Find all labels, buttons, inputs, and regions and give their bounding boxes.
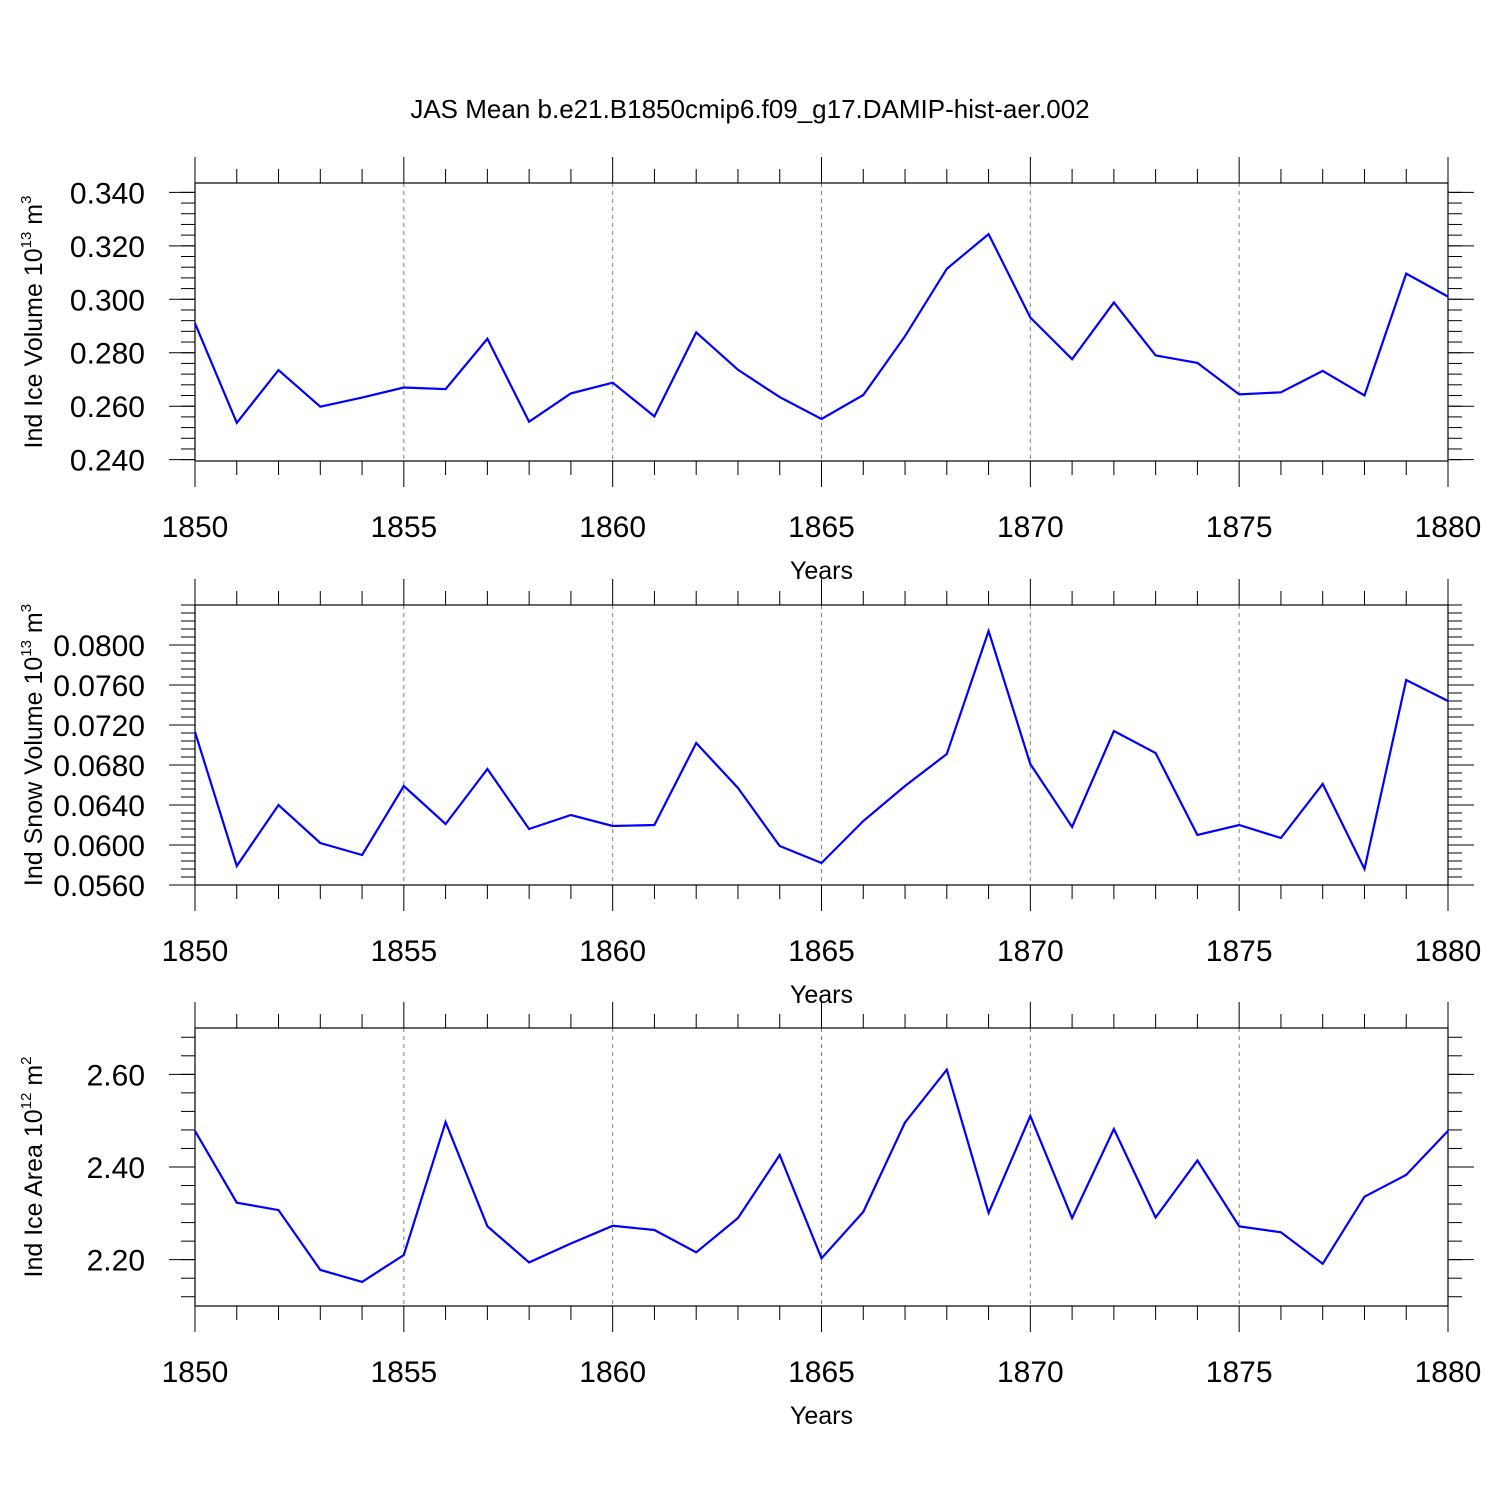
snow-volume-y-tick-label: 0.0800	[53, 630, 145, 663]
snow-volume-x-tick-label: 1880	[1415, 935, 1482, 968]
ice-area-x-tick-label: 1855	[370, 1356, 437, 1389]
ice-volume-x-tick-label: 1860	[579, 511, 646, 544]
snow-volume-x-tick-label: 1865	[788, 935, 855, 968]
ice-volume-y-tick-label: 0.240	[70, 445, 145, 478]
ice-volume-x-tick-label: 1850	[162, 511, 229, 544]
ice-volume-x-tick-label: 1870	[997, 511, 1064, 544]
ice-volume-x-tick-label: 1880	[1415, 511, 1482, 544]
snow-volume-y-tick-label: 0.0720	[53, 710, 145, 743]
ice-area-y-tick-label: 2.20	[87, 1245, 145, 1278]
snow-volume-x-tick-label: 1860	[579, 935, 646, 968]
snow-volume-y-tick-label: 0.0680	[53, 750, 145, 783]
snow-volume-y-tick-label: 0.0760	[53, 670, 145, 703]
ice-volume-y-axis-exponent: 13	[18, 232, 35, 249]
ice-volume-series-line	[193, 232, 1449, 425]
ice-area-y-axis-unit-exponent: 2	[18, 1057, 35, 1065]
ice-volume-y-tick-label: 0.320	[70, 231, 145, 264]
snow-volume-x-tick-label: 1870	[997, 935, 1064, 968]
snow-volume-y-axis-title: Ind Snow Volume 1013 m3	[18, 604, 48, 886]
ice-volume-y-tick-label: 0.260	[70, 391, 145, 424]
snow-volume-series-line	[193, 627, 1449, 873]
ice-volume-y-axis-title: Ind Ice Volume 1013 m3	[18, 196, 48, 449]
snow-volume-y-tick-label: 0.0640	[53, 790, 145, 823]
ice-volume-x-tick-label: 1865	[788, 511, 855, 544]
ice-volume-y-axis-unit: m	[20, 204, 48, 232]
snow-volume-y-axis-unit-exponent: 3	[18, 604, 35, 612]
snow-volume-y-axis-title-text: Ind Snow Volume 10	[20, 657, 48, 886]
ice-volume-y-axis-title-text: Ind Ice Volume 10	[20, 248, 48, 448]
snow-volume-y-tick-label: 0.0560	[53, 870, 145, 903]
snow-volume-x-tick-label: 1875	[1206, 935, 1273, 968]
ice-volume-y-tick-label: 0.280	[70, 338, 145, 371]
ice-area-x-tick-label: 1870	[997, 1356, 1064, 1389]
ice-area-x-tick-label: 1860	[579, 1356, 646, 1389]
snow-volume-x-tick-label: 1850	[162, 935, 229, 968]
ice-area-x-axis-title: Years	[790, 1402, 853, 1430]
snow-volume-x-tick-label: 1855	[370, 935, 437, 968]
ice-area-y-axis-unit: m	[20, 1065, 48, 1093]
ice-area-x-tick-label: 1850	[162, 1356, 229, 1389]
snow-volume-y-axis-exponent: 13	[18, 640, 35, 657]
ice-area-y-axis-exponent: 12	[18, 1093, 35, 1110]
ice-area-series-line	[194, 1067, 1449, 1284]
ice-area-x-tick-label: 1875	[1206, 1356, 1273, 1389]
ice-volume-x-tick-label: 1855	[370, 511, 437, 544]
ice-area-y-axis-title-text: Ind Ice Area 10	[20, 1109, 48, 1277]
ice-area-y-axis-title: Ind Ice Area 1012 m2	[18, 1057, 48, 1278]
main-title: JAS Mean b.e21.B1850cmip6.f09_g17.DAMIP-…	[410, 94, 1089, 124]
ice-area-y-tick-label: 2.40	[87, 1152, 145, 1185]
ice-volume-y-tick-label: 0.300	[70, 284, 145, 317]
ice-area-panel: 2.20 2.40 2.60 1850 1855 1860 1865 1870 1875 1880…	[18, 1002, 1481, 1430]
ice-area-x-tick-label: 1880	[1415, 1356, 1482, 1389]
snow-volume-panel: 0.0560 0.0600 0.0640 0.0680 0.0720 0.0760 0.08…	[18, 579, 1481, 1009]
ice-area-y-tick-label: 2.60	[87, 1059, 145, 1092]
ice-volume-panel: 0.240 0.260 0.280 0.300 0.320 0.340 1850 1855 18…	[18, 157, 1481, 585]
ice-volume-y-axis-unit-exponent: 3	[18, 196, 35, 204]
ice-area-x-tick-label: 1865	[788, 1356, 855, 1389]
ice-volume-x-tick-label: 1875	[1206, 511, 1273, 544]
snow-volume-y-tick-label: 0.0600	[53, 830, 145, 863]
ice-volume-y-tick-label: 0.340	[70, 177, 145, 210]
snow-volume-y-axis-unit: m	[20, 612, 48, 640]
